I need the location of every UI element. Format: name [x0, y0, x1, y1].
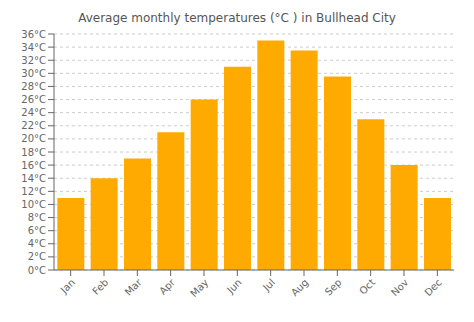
svg-text:Nov: Nov [389, 277, 411, 299]
svg-text:32°C: 32°C [21, 55, 46, 66]
svg-text:Jul: Jul [260, 277, 277, 294]
svg-text:34°C: 34°C [21, 42, 46, 53]
svg-text:Jan: Jan [58, 277, 77, 296]
svg-text:Oct: Oct [357, 277, 377, 297]
html-text:Average monthly temperatures (: Average monthly temperatures (°C ) in Bu… [78, 11, 396, 25]
svg-text:12°C: 12°C [21, 186, 46, 197]
svg-text:30°C: 30°C [21, 68, 46, 79]
svg-text:6°C: 6°C [28, 225, 46, 236]
svg-text:Jun: Jun [224, 277, 244, 297]
svg-text:Mar: Mar [123, 276, 145, 298]
svg-text:36°C: 36°C [21, 29, 46, 40]
svg-text:10°C: 10°C [21, 199, 46, 210]
svg-text:Apr: Apr [157, 276, 178, 297]
svg-text:Feb: Feb [90, 277, 110, 297]
svg-text:Sep: Sep [323, 277, 344, 298]
svg-text:22°C: 22°C [21, 120, 46, 131]
svg-text:20°C: 20°C [21, 133, 46, 144]
svg-text:28°C: 28°C [21, 81, 46, 92]
svg-text:16°C: 16°C [21, 160, 46, 171]
svg-text:0°C: 0°C [28, 265, 46, 276]
svg-text:4°C: 4°C [28, 238, 46, 249]
svg-text:8°C: 8°C [28, 212, 46, 223]
svg-text:14°C: 14°C [21, 173, 46, 184]
svg-text:Aug: Aug [289, 277, 311, 299]
svg-text:24°C: 24°C [21, 107, 46, 118]
svg-text:26°C: 26°C [21, 94, 46, 105]
svg-text:May: May [188, 277, 210, 299]
svg-text:18°C: 18°C [21, 147, 46, 158]
svg-text:Dec: Dec [422, 277, 443, 298]
svg-text:2°C: 2°C [28, 251, 46, 262]
